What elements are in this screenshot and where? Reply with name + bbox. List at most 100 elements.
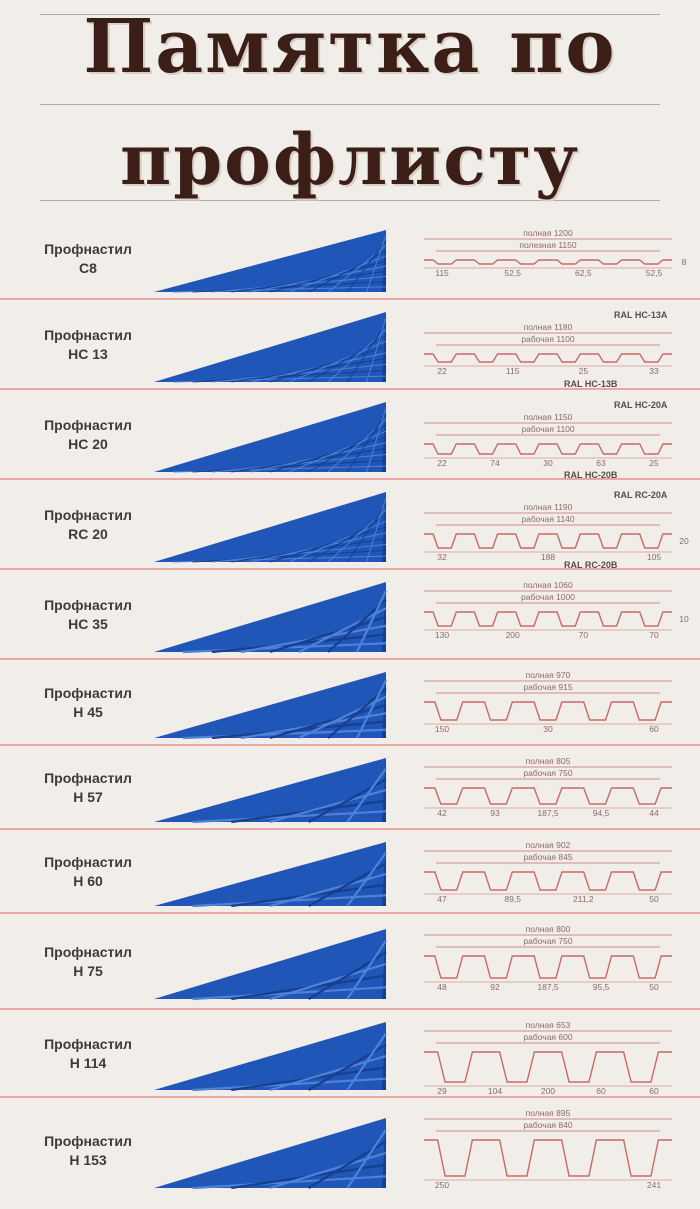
profile-code: НС 35 xyxy=(68,616,108,632)
dimension-value: 104 xyxy=(488,1086,502,1096)
profile-cross-section-drawing: полная 1200 полезная 1150 115 52,5 62,5 52,5 8 xyxy=(424,228,687,278)
height-value: 20 xyxy=(679,536,689,546)
dimension-value: 52,5 xyxy=(646,268,663,278)
full-width-label: полная 970 xyxy=(526,670,571,680)
title-guide-line xyxy=(40,14,660,15)
working-width-label: рабочая 1100 xyxy=(521,424,575,434)
profile-sheet-illustration xyxy=(154,1022,387,1092)
row-divider xyxy=(0,828,700,830)
ral-top-label: RAL НС-13А xyxy=(614,310,668,320)
full-width-label: полная 653 xyxy=(526,1020,571,1030)
ral-top-label: RAL НС-20А xyxy=(614,400,668,410)
dimension-value: 25 xyxy=(579,366,589,376)
dimension-value: 94,5 xyxy=(593,808,610,818)
sheet-rib xyxy=(366,317,387,383)
profile-cross-section-drawing: полная 902 рабочая 845 47 89,5 211,2 50 xyxy=(424,840,672,904)
row-divider xyxy=(0,478,700,480)
profile-sheet-illustration xyxy=(154,312,387,383)
dimension-value: 241 xyxy=(647,1180,661,1190)
profile-cross-section-drawing: полная 895 рабочая 840 250 241 xyxy=(424,1108,672,1190)
ral-bottom-label: RAL НС-20В xyxy=(564,470,618,480)
dimension-value: 115 xyxy=(435,268,449,278)
profile-label: Профнастил Н 114 xyxy=(6,1035,170,1073)
sheet-rib xyxy=(298,607,387,653)
row-divider xyxy=(0,744,700,746)
working-width-label: рабочая 750 xyxy=(523,936,572,946)
profile-code: Н 57 xyxy=(73,789,103,805)
profile-prefix: Профнастил xyxy=(44,1133,132,1149)
sheet-rib xyxy=(346,413,387,473)
dimension-value: 89,5 xyxy=(504,894,521,904)
profile-row: Профнастил Н 45 полная 970 рабочая 915 150 30… xyxy=(0,658,700,748)
dimension-value: 70 xyxy=(649,630,659,640)
profile-cross-section-drawing: RAL RC-20А полная 1190 рабочая 1140 32 188 10… xyxy=(424,490,689,570)
title-guide-line xyxy=(40,104,660,105)
profile-sheet-illustration xyxy=(154,929,387,1001)
profile-row: Профнастил НС 13 RAL НС-13А полная 1180 рабо… xyxy=(0,298,700,392)
sheet-rib xyxy=(366,407,387,473)
ral-bottom-label: RAL НС-13В xyxy=(564,379,618,389)
profile-code: Н 114 xyxy=(69,1055,107,1071)
dimension-value: 60 xyxy=(596,1086,606,1096)
profile-outline xyxy=(424,1139,672,1177)
dimension-value: 30 xyxy=(543,458,553,468)
profile-prefix: Профнастил xyxy=(44,770,132,786)
sheet-rib xyxy=(346,852,387,907)
dimension-value: 44 xyxy=(649,808,659,818)
profile-outline xyxy=(424,611,672,627)
profile-prefix: Профнастил xyxy=(44,854,132,870)
sheet-rib xyxy=(356,679,387,739)
profile-label: Профнастил НС 35 xyxy=(6,596,170,634)
profile-label: Профнастил С8 xyxy=(6,240,170,278)
profile-prefix: Профнастил xyxy=(44,507,132,523)
row-divider xyxy=(0,912,700,914)
profile-sheet-illustration xyxy=(154,1118,387,1190)
dimension-value: 93 xyxy=(490,808,500,818)
sheet-face xyxy=(154,492,386,562)
profile-outline xyxy=(424,871,672,891)
profile-cross-section-drawing: полная 653 рабочая 600 29 104 200 60 60 xyxy=(424,1020,672,1096)
profile-outline xyxy=(424,787,672,805)
working-width-label: рабочая 1100 xyxy=(521,334,575,344)
dimension-value: 29 xyxy=(437,1086,447,1096)
profile-code: С8 xyxy=(79,260,97,276)
sheet-rib xyxy=(298,695,387,739)
full-width-label: полная 895 xyxy=(526,1108,571,1118)
sheet-rib xyxy=(327,687,387,739)
profile-code: Н 75 xyxy=(73,963,103,979)
profile-code: Н 153 xyxy=(69,1152,107,1168)
dimension-value: 22 xyxy=(437,458,447,468)
dimension-value: 48 xyxy=(437,982,447,992)
sheet-rib xyxy=(327,598,387,653)
ral-top-label: RAL RC-20А xyxy=(614,490,668,500)
sheet-face xyxy=(154,402,386,472)
dimension-value: 150 xyxy=(435,724,449,734)
full-width-label: полная 800 xyxy=(526,924,571,934)
profile-cross-section-drawing: RAL НС-20А полная 1150 рабочая 1100 22 74 30 6… xyxy=(424,400,672,480)
sheet-rib xyxy=(366,497,387,563)
profile-cross-section-drawing: полная 800 рабочая 750 48 92 187,5 95,5 50 xyxy=(424,924,672,992)
profile-label: Профнастил Н 45 xyxy=(6,684,170,722)
profile-outline xyxy=(424,1051,672,1083)
row-divider xyxy=(0,1096,700,1098)
dimension-value: 25 xyxy=(649,458,659,468)
dimension-value: 62,5 xyxy=(575,268,592,278)
dimension-value: 60 xyxy=(649,1086,659,1096)
profile-prefix: Профнастил xyxy=(44,685,132,701)
profile-label: Профнастил RC 20 xyxy=(6,506,170,544)
dimension-value: 115 xyxy=(506,366,520,376)
profile-outline xyxy=(424,259,672,265)
profile-prefix: Профнастил xyxy=(44,327,132,343)
profile-label: Профнастил Н 60 xyxy=(6,853,170,891)
profile-sheet-illustration xyxy=(154,582,387,654)
profile-sheet-illustration xyxy=(154,672,387,740)
sheet-rib xyxy=(346,768,387,823)
profile-outline xyxy=(424,443,672,455)
profile-cross-section-drawing: RAL НС-13А полная 1180 рабочая 1100 22 115 25… xyxy=(424,310,672,389)
page-subtitle: профлисту xyxy=(119,118,581,201)
profile-label: Профнастил Н 57 xyxy=(6,769,170,807)
dimension-value: 188 xyxy=(541,552,555,562)
full-width-label: полная 1060 xyxy=(523,580,573,590)
row-divider xyxy=(0,658,700,660)
full-width-label: полная 805 xyxy=(526,756,571,766)
